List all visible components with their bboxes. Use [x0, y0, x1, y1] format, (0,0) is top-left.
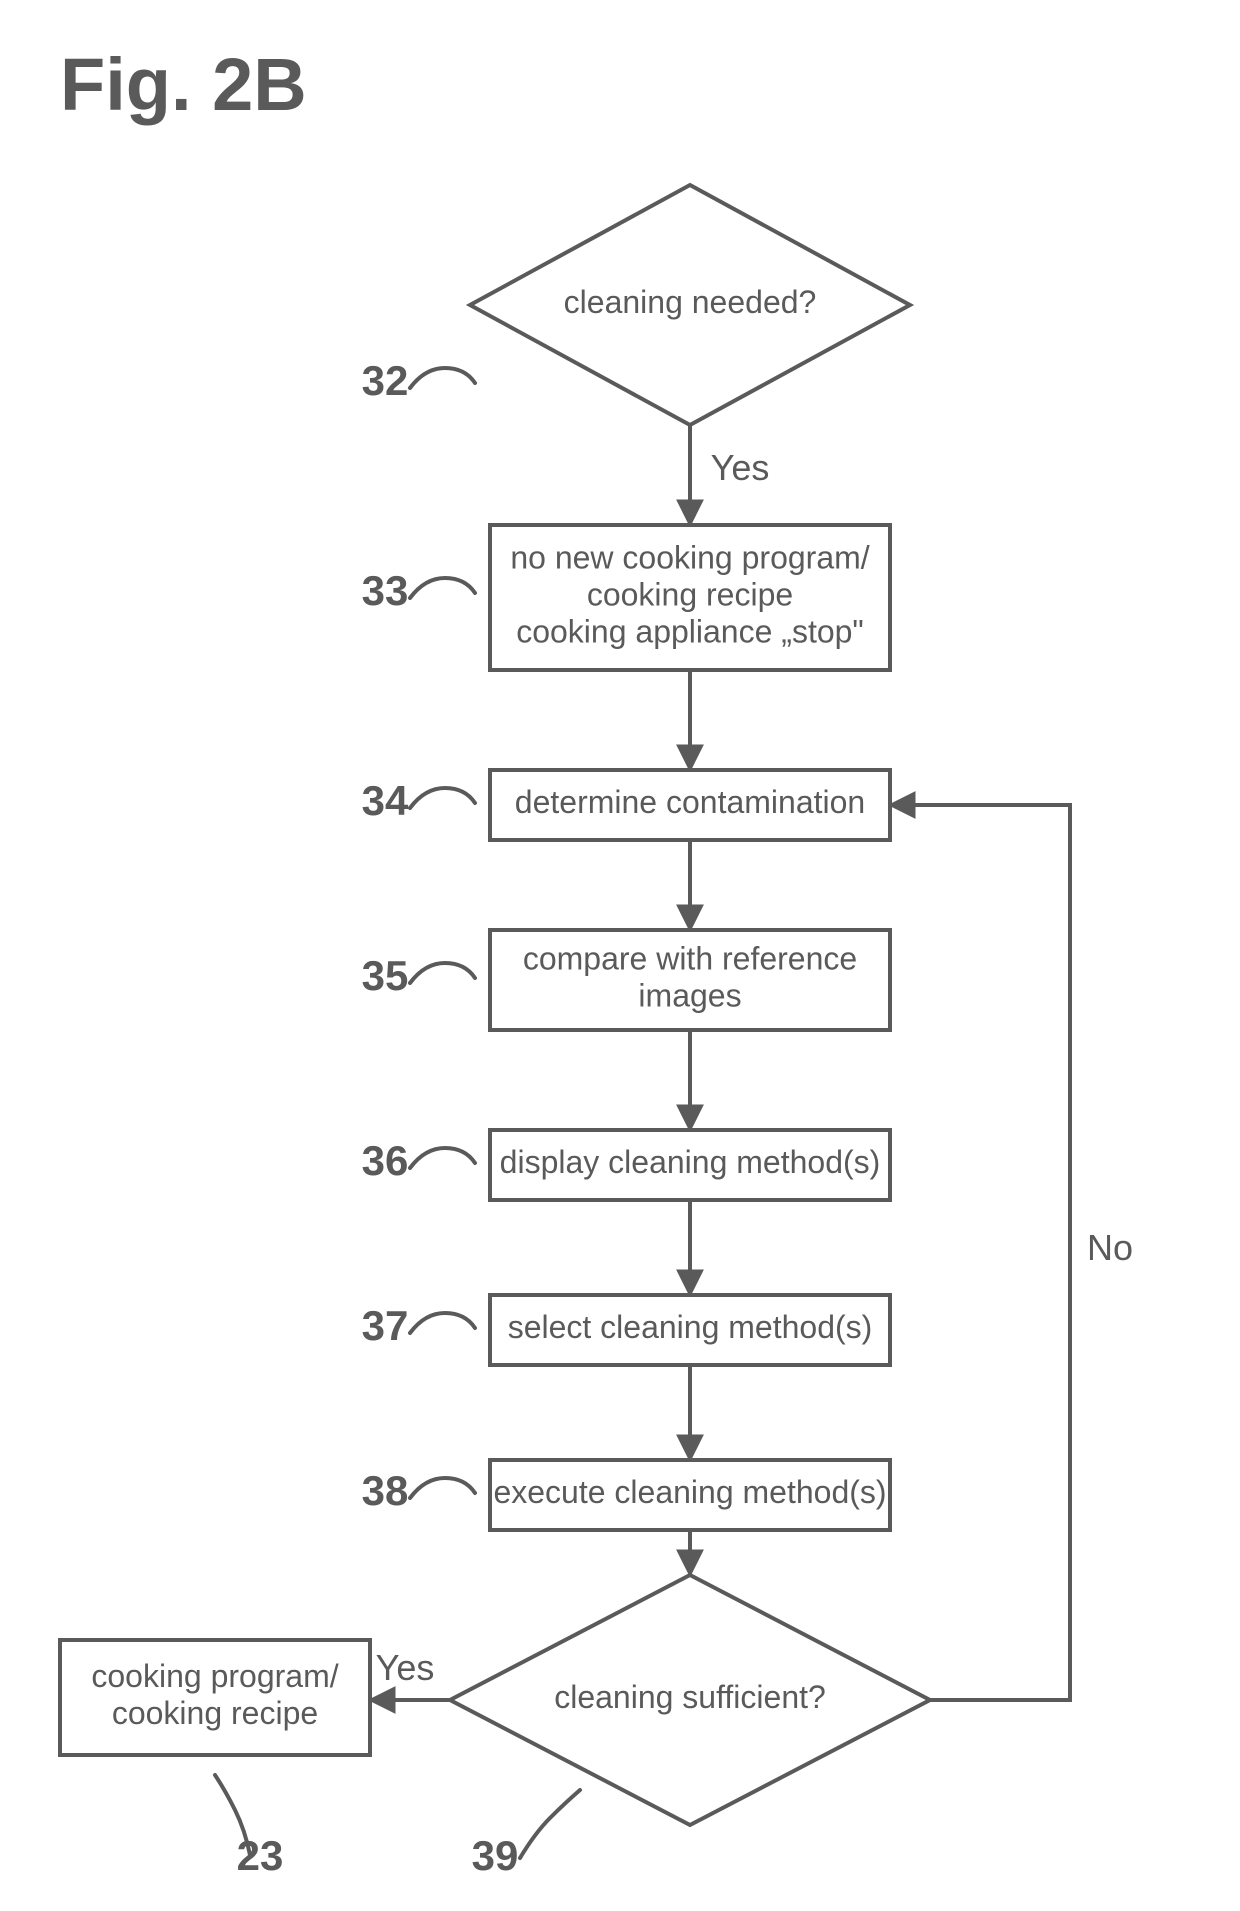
figure-title: Fig. 2B [60, 43, 307, 126]
leader-n36 [410, 1148, 475, 1168]
node-label-n23: 23 [237, 1832, 284, 1879]
node-text: determine contamination [515, 784, 865, 820]
node-n35: compare with referenceimages [490, 930, 890, 1030]
node-label-n36: 36 [362, 1137, 409, 1184]
node-label-n32: 32 [362, 357, 409, 404]
node-n34: determine contamination [490, 770, 890, 840]
node-n36: display cleaning method(s) [490, 1130, 890, 1200]
leader-n37 [410, 1313, 475, 1333]
node-n23: cooking program/cooking recipe [60, 1640, 370, 1755]
node-n33: no new cooking program/cooking recipecoo… [490, 525, 890, 670]
leader-n39 [520, 1790, 580, 1858]
edge-8 [890, 805, 1070, 1700]
node-text: execute cleaning method(s) [493, 1474, 886, 1510]
leader-n35 [410, 963, 475, 983]
node-label-n34: 34 [362, 777, 409, 824]
node-label-n38: 38 [362, 1467, 409, 1514]
leader-n32 [410, 368, 475, 388]
node-text: cooking program/cooking recipe [91, 1659, 338, 1732]
node-label-n35: 35 [362, 952, 409, 999]
node-n38: execute cleaning method(s) [490, 1460, 890, 1530]
edge-label-0: Yes [711, 447, 770, 488]
node-label-n39: 39 [472, 1832, 519, 1879]
flowchart-canvas: Fig. 2B Yes Yes No cleaning needed? 32 no new … [0, 0, 1240, 1906]
node-n39: cleaning sufficient? [450, 1575, 930, 1825]
node-text: select cleaning method(s) [508, 1309, 873, 1345]
node-label-n37: 37 [362, 1302, 409, 1349]
node-label-n33: 33 [362, 567, 409, 614]
node-n37: select cleaning method(s) [490, 1295, 890, 1365]
node-text: display cleaning method(s) [500, 1144, 881, 1180]
edge-label-7: Yes [376, 1647, 435, 1688]
leader-n38 [410, 1478, 475, 1498]
edge-label-8: No [1087, 1227, 1133, 1268]
node-n32: cleaning needed? [470, 185, 910, 425]
node-text: cleaning needed? [564, 284, 817, 320]
node-text: cleaning sufficient? [554, 1679, 826, 1715]
leader-n34 [410, 788, 475, 808]
leader-n33 [410, 578, 475, 598]
